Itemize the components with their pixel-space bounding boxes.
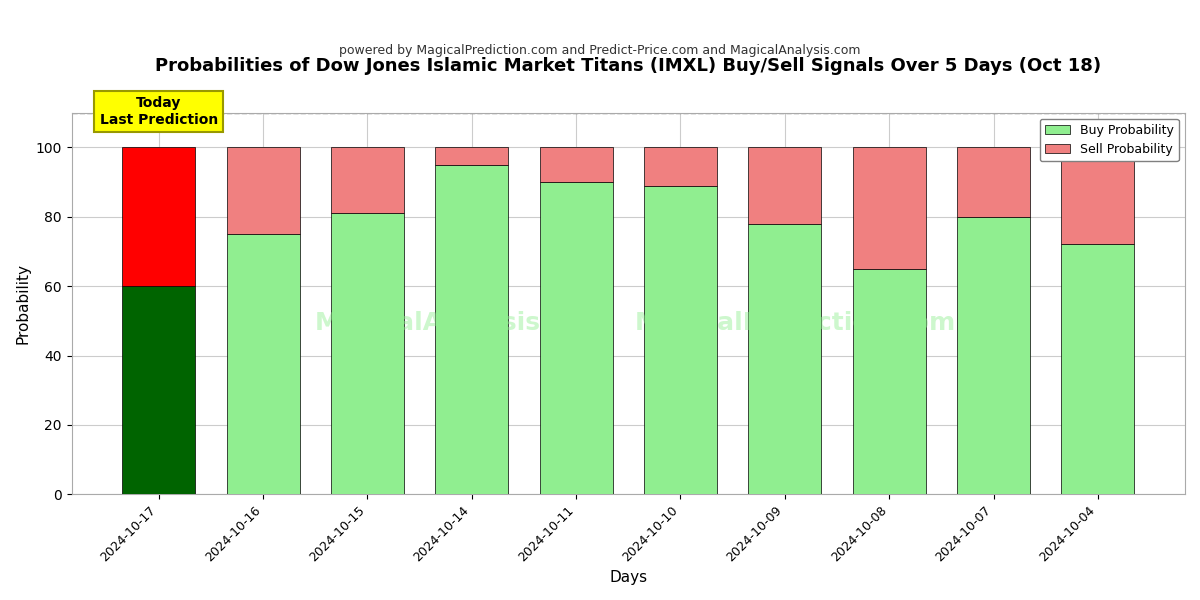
Bar <box>644 185 718 494</box>
Bar <box>540 148 613 182</box>
Bar <box>853 148 925 269</box>
Bar <box>331 148 404 213</box>
Bar <box>853 269 925 494</box>
Bar <box>227 234 300 494</box>
Bar <box>644 148 718 185</box>
Text: MagicalAnalysis.com: MagicalAnalysis.com <box>314 311 608 335</box>
Text: MagicalPrediction.com: MagicalPrediction.com <box>635 311 956 335</box>
Bar <box>122 286 196 494</box>
Bar <box>1061 148 1134 244</box>
Bar <box>749 224 821 494</box>
Bar <box>958 217 1030 494</box>
X-axis label: Days: Days <box>610 570 647 585</box>
Bar <box>436 165 509 494</box>
Y-axis label: Probability: Probability <box>16 263 30 344</box>
Bar <box>331 213 404 494</box>
Bar <box>1061 244 1134 494</box>
Bar <box>540 182 613 494</box>
Bar <box>227 148 300 234</box>
Text: powered by MagicalPrediction.com and Predict-Price.com and MagicalAnalysis.com: powered by MagicalPrediction.com and Pre… <box>340 44 860 57</box>
Bar <box>122 148 196 286</box>
Bar <box>958 148 1030 217</box>
Text: Today
Last Prediction: Today Last Prediction <box>100 97 218 127</box>
Bar <box>749 148 821 224</box>
Legend: Buy Probability, Sell Probability: Buy Probability, Sell Probability <box>1040 119 1178 161</box>
Bar <box>436 148 509 165</box>
Title: Probabilities of Dow Jones Islamic Market Titans (IMXL) Buy/Sell Signals Over 5 : Probabilities of Dow Jones Islamic Marke… <box>155 57 1102 75</box>
